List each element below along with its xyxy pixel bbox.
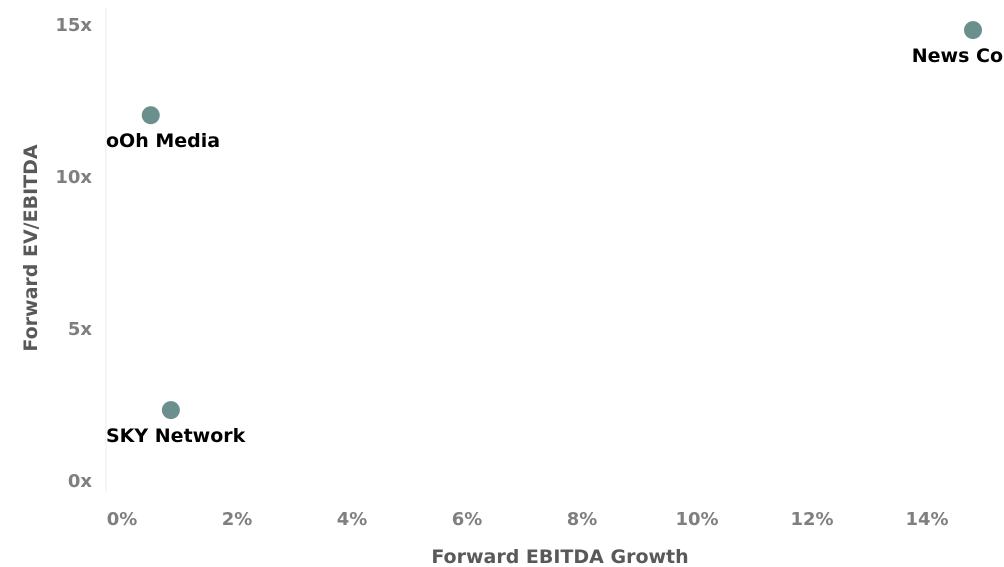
x-tick-label: 12%	[790, 509, 833, 530]
x-tick-label: 4%	[337, 509, 368, 530]
data-point	[964, 21, 982, 40]
y-tick-label: 10x	[55, 167, 92, 188]
y-tick-label: 15x	[55, 15, 92, 36]
data-point-label: oOh Media	[106, 130, 220, 152]
y-axis-ticks: 0x 5x 10x 15x	[55, 15, 92, 492]
data-point	[141, 106, 160, 125]
x-tick-label: 0%	[107, 509, 138, 530]
y-tick-label: 5x	[68, 319, 93, 340]
data-point	[161, 401, 180, 420]
data-points: News Co oOh Media SKY Network	[106, 21, 1003, 447]
x-tick-label: 2%	[222, 509, 253, 530]
data-point-label: SKY Network	[106, 425, 246, 447]
x-axis-title: Forward EBITDA Growth	[431, 546, 688, 567]
y-axis-title: Forward EV/EBITDA	[20, 144, 42, 351]
x-tick-label: 14%	[905, 509, 948, 530]
x-tick-label: 6%	[452, 509, 483, 530]
x-tick-label: 10%	[675, 509, 718, 530]
x-tick-label: 8%	[567, 509, 598, 530]
data-point-label: News Co	[912, 45, 1003, 67]
x-axis-ticks: 0% 2% 4% 6% 8% 10% 12% 14%	[107, 509, 949, 530]
y-tick-label: 0x	[68, 471, 93, 492]
